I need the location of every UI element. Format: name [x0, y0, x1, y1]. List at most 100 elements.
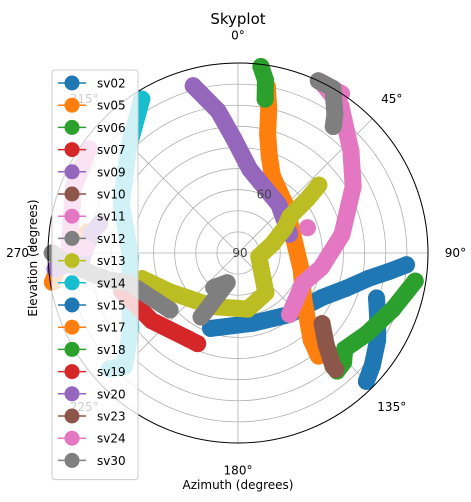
- legend-label: sv23: [97, 410, 126, 424]
- legend-marker: [64, 164, 80, 180]
- legend-item-sv24: sv24: [58, 430, 126, 446]
- legend-marker: [64, 97, 80, 113]
- point-sv24: [294, 274, 312, 292]
- legend: sv02 sv05 sv06 sv07 sv09 sv10 sv11 sv12 sv13 sv14…: [51, 69, 139, 481]
- point-sv18: [336, 340, 354, 358]
- legend-label: sv05: [97, 99, 126, 113]
- point-sv02: [360, 269, 378, 287]
- point-sv30: [161, 301, 179, 319]
- point-sv02: [380, 263, 398, 281]
- point-sv13: [239, 300, 257, 318]
- point-sv24: [298, 219, 316, 237]
- point-sv02: [202, 319, 220, 337]
- legend-marker: [64, 386, 80, 402]
- point-sv24: [342, 142, 360, 160]
- legend-marker: [64, 208, 80, 224]
- point-sv13: [310, 176, 328, 194]
- chart-title: Skyplot: [210, 10, 265, 28]
- point-sv09: [209, 102, 227, 120]
- point-sv18: [384, 300, 402, 318]
- angle-tick-label: 135°: [377, 400, 406, 414]
- legend-item-sv30: sv30: [58, 452, 126, 468]
- legend-item-sv19: sv19: [58, 364, 126, 380]
- legend-marker: [64, 452, 80, 468]
- angle-tick-label: 270°: [6, 246, 35, 260]
- point-sv19: [142, 312, 160, 330]
- legend-label: sv11: [97, 210, 126, 224]
- legend-label: sv17: [97, 321, 126, 335]
- point-sv13: [161, 283, 179, 301]
- legend-marker: [64, 186, 80, 202]
- point-sv13: [264, 235, 282, 253]
- legend-label: sv12: [97, 232, 126, 246]
- legend-item-sv10: sv10: [58, 186, 126, 202]
- legend-label: sv19: [97, 365, 126, 379]
- x-axis-label: Azimuth (degrees): [183, 478, 294, 492]
- legend-marker: [64, 364, 80, 380]
- y-axis-label: Elevation (degrees): [26, 199, 40, 316]
- legend-item-sv12: sv12: [58, 230, 126, 246]
- point-sv24: [281, 305, 299, 323]
- point-sv09: [241, 160, 259, 178]
- legend-marker: [64, 319, 80, 335]
- legend-marker: [64, 430, 80, 446]
- point-sv30: [326, 106, 344, 124]
- legend-item-sv18: sv18: [58, 341, 126, 357]
- polar-frame: [47, 62, 429, 444]
- legend-marker: [64, 408, 80, 424]
- legend-label: sv06: [97, 121, 126, 135]
- legend-marker: [64, 75, 80, 91]
- legend-label: sv20: [97, 387, 126, 401]
- point-sv06: [256, 90, 274, 108]
- point-sv15: [363, 357, 381, 375]
- angle-tick-label: 180°: [224, 463, 253, 477]
- point-sv09: [270, 195, 288, 213]
- legend-item-sv14: sv14: [58, 275, 126, 291]
- legend-marker: [64, 275, 80, 291]
- radial-tick-label: 60: [257, 187, 272, 201]
- legend-marker: [64, 253, 80, 269]
- point-sv02: [397, 256, 415, 274]
- legend-marker: [64, 341, 80, 357]
- point-sv02: [337, 279, 355, 297]
- point-sv09: [184, 77, 202, 95]
- point-sv24: [312, 259, 330, 277]
- legend-item-sv20: sv20: [58, 386, 126, 402]
- point-sv30: [205, 279, 223, 297]
- point-sv30: [218, 274, 236, 292]
- radial-tick-label: 90: [232, 246, 247, 260]
- legend-item-sv02: sv02: [58, 75, 126, 91]
- point-sv13: [250, 248, 268, 266]
- legend-label: sv14: [97, 276, 126, 290]
- track-sv05: [258, 78, 328, 365]
- legend-label: sv30: [97, 454, 126, 468]
- legend-marker: [64, 119, 80, 135]
- point-sv30: [192, 308, 210, 326]
- legend-item-sv06: sv06: [58, 119, 126, 135]
- legend-item-sv09: sv09: [58, 164, 126, 180]
- point-sv24: [333, 226, 351, 244]
- point-sv09: [225, 130, 243, 148]
- point-sv13: [281, 208, 299, 226]
- point-sv05: [260, 148, 278, 166]
- legend-item-sv07: sv07: [58, 142, 126, 158]
- point-sv19: [179, 330, 197, 348]
- legend-label: sv02: [97, 77, 126, 91]
- point-sv06: [252, 58, 270, 76]
- legend-marker: [64, 142, 80, 158]
- legend-marker: [64, 297, 80, 313]
- point-sv13: [299, 189, 317, 207]
- point-sv23: [327, 360, 345, 378]
- point-sv05: [302, 331, 320, 349]
- legend-item-sv13: sv13: [58, 253, 126, 269]
- legend-item-sv23: sv23: [58, 408, 126, 424]
- legend-label: sv10: [97, 188, 126, 202]
- angle-tick-label: 90°: [445, 246, 466, 260]
- legend-label: sv18: [97, 343, 126, 357]
- legend-label: sv15: [97, 299, 126, 313]
- legend-item-sv17: sv17: [58, 319, 126, 335]
- angle-tick-label: 45°: [381, 92, 402, 106]
- legend-item-sv11: sv11: [58, 208, 126, 224]
- legend-label: sv24: [97, 432, 126, 446]
